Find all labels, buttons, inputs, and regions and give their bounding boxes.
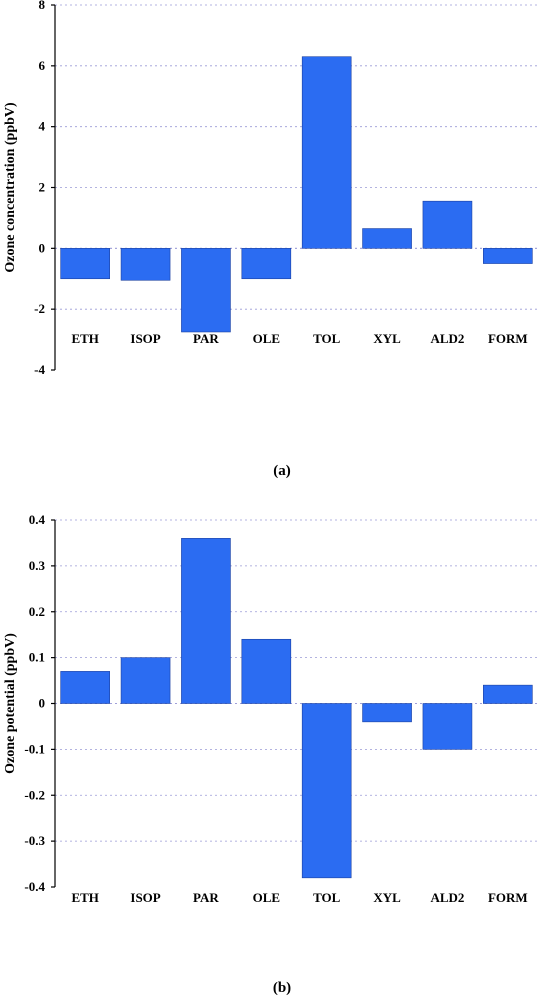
y-tick-label: 0.3 [29, 558, 46, 573]
panel-label: (a) [273, 463, 291, 479]
y-tick-label: 6 [39, 58, 46, 73]
x-category-label: FORM [488, 331, 528, 346]
x-category-label: XYL [373, 331, 401, 346]
panel-label: (b) [273, 980, 291, 996]
bar-form [483, 248, 533, 264]
bar-eth [60, 671, 110, 704]
y-tick-label: -0.4 [24, 879, 45, 894]
x-category-label: TOL [313, 331, 341, 346]
x-category-label: ISOP [130, 890, 160, 905]
bar-ald2 [422, 703, 473, 750]
bar-tol [301, 703, 352, 879]
chart-panel-b: -0.4 -0.3 -0.2 -0.1 0 0.1 0.2 0.3 0.4 ETH ISOP PAR O… [3, 512, 538, 996]
x-category-label: ETH [71, 331, 98, 346]
x-category-label: ETH [71, 890, 98, 905]
y-tick-label: 8 [39, 0, 46, 12]
bar-xyl [362, 703, 412, 723]
chart-panel-a: -4 -2 0 2 4 6 8 ETH ISOP PAR OLE TOL XYL ALD2 FORM Ozon… [3, 0, 538, 479]
y-tick-label: -0.1 [24, 741, 45, 756]
bar-form [483, 684, 533, 704]
x-category-label: OLE [253, 331, 280, 346]
bar-isop [120, 248, 171, 281]
y-tick-label: 0 [39, 696, 46, 711]
x-category-label: OLE [253, 890, 280, 905]
bar-eth [60, 248, 110, 280]
x-category-label: ISOP [130, 331, 160, 346]
y-axis-title: Ozone concentration (ppbV) [3, 102, 18, 273]
bar-xyl [362, 228, 412, 249]
bar-isop [120, 657, 171, 704]
y-tick-label: 0 [39, 240, 46, 255]
bar-ole [241, 248, 292, 280]
x-category-label: PAR [193, 331, 219, 346]
y-tick-label: 4 [39, 119, 46, 134]
bar-ole [241, 638, 292, 704]
x-category-label: TOL [313, 890, 341, 905]
x-category-label: ALD2 [430, 890, 464, 905]
y-tick-label: -2 [34, 301, 45, 316]
y-tick-label: -0.2 [24, 787, 45, 802]
y-tick-label: 2 [39, 180, 46, 195]
x-category-label: XYL [373, 890, 401, 905]
x-category-label: ALD2 [430, 331, 464, 346]
bar-ald2 [422, 200, 473, 249]
x-category-label: FORM [488, 890, 528, 905]
y-axis-title: Ozone potential (ppbV) [3, 633, 18, 774]
bar-par [181, 538, 231, 704]
bar-tol [301, 56, 352, 249]
x-category-label: PAR [193, 890, 219, 905]
y-tick-label: 0.1 [29, 650, 45, 665]
y-tick-label: -0.3 [24, 833, 45, 848]
y-tick-label: 0.4 [29, 512, 46, 527]
y-tick-label: -4 [34, 362, 45, 377]
y-tick-label: 0.2 [29, 604, 45, 619]
bar-par [181, 248, 231, 333]
